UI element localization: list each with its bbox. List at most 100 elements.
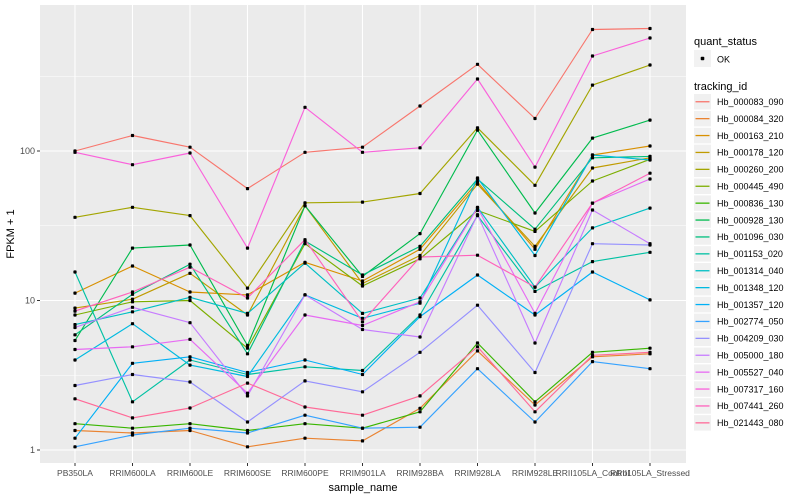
data-point — [73, 383, 77, 388]
data-point — [648, 171, 652, 175]
data-point — [360, 279, 365, 283]
data-point — [590, 54, 595, 58]
x-tick-label: RRII105LA_Control — [556, 468, 630, 478]
legend-item-Hb_005000_180: Hb_005000_180 — [694, 347, 784, 363]
legend-item-Hb_000445_490: Hb_000445_490 — [694, 178, 784, 194]
data-point — [360, 390, 365, 394]
legend-item-Hb_000084_320: Hb_000084_320 — [694, 110, 784, 127]
legend-label: Hb_000178_120 — [717, 148, 784, 158]
legend-label: Hb_001314_040 — [717, 266, 784, 276]
data-point — [648, 367, 652, 371]
data-point — [303, 105, 307, 109]
x-tick-label: RRIM928BA — [396, 468, 444, 478]
data-point — [73, 291, 77, 295]
data-point — [130, 322, 135, 326]
data-point — [73, 306, 77, 310]
legend-label: Hb_000928_130 — [717, 215, 784, 225]
data-point — [303, 313, 307, 317]
data-point — [73, 270, 77, 274]
data-point — [418, 191, 422, 196]
legend: OK Hb_000083_090 Hb_000084_320 Hb_000163_21… — [694, 50, 784, 431]
data-point — [590, 242, 595, 246]
data-point — [130, 345, 135, 349]
data-point — [590, 353, 595, 357]
data-point — [245, 187, 250, 191]
data-point — [303, 238, 307, 242]
data-point — [188, 321, 192, 325]
data-point — [188, 265, 192, 269]
data-point — [475, 273, 480, 277]
data-point — [245, 246, 250, 250]
data-point — [360, 368, 365, 373]
data-point — [475, 77, 480, 81]
data-point — [475, 176, 480, 180]
legend-item-Hb_004209_030: Hb_004209_030 — [694, 330, 784, 347]
legend-label: Hb_000083_090 — [717, 97, 784, 107]
data-point — [648, 250, 652, 254]
data-point — [475, 303, 480, 307]
data-point — [360, 316, 365, 320]
data-point — [73, 422, 77, 426]
data-point — [245, 311, 250, 315]
data-point — [130, 372, 135, 377]
data-point — [73, 397, 77, 401]
x-tick-label: RRII105LA_Stressed — [610, 468, 690, 478]
data-point — [360, 273, 365, 277]
data-point — [360, 323, 365, 328]
data-point — [533, 253, 537, 258]
data-point — [360, 320, 365, 324]
data-point — [360, 284, 365, 288]
plot-panel — [40, 5, 686, 463]
data-point — [360, 281, 365, 286]
data-point — [303, 150, 307, 154]
data-point — [360, 327, 365, 332]
data-point — [590, 208, 595, 212]
data-point — [475, 345, 480, 349]
data-point — [418, 247, 422, 251]
legend-label: Hb_001348_120 — [717, 283, 784, 293]
data-point — [360, 145, 365, 149]
data-point — [130, 426, 135, 430]
legend-item-Hb_005527_040: Hb_005527_040 — [694, 364, 784, 380]
data-point — [418, 406, 422, 410]
data-point — [130, 246, 135, 250]
data-point — [303, 422, 307, 426]
data-point — [73, 333, 77, 337]
data-point — [533, 403, 537, 407]
data-point — [245, 445, 250, 449]
data-point — [130, 433, 135, 437]
legend-label: Hb_000836_130 — [717, 198, 784, 208]
data-point — [245, 346, 250, 350]
data-point — [188, 363, 192, 367]
data-point — [418, 232, 422, 236]
data-point — [73, 347, 77, 352]
x-tick-label: RRIM600PE — [281, 468, 329, 478]
legend-label-ok: OK — [717, 55, 730, 65]
data-point — [533, 183, 537, 187]
data-point — [533, 247, 537, 251]
data-point — [188, 262, 192, 266]
data-point — [648, 242, 652, 246]
data-point — [73, 325, 77, 330]
data-point — [245, 428, 250, 433]
data-point — [188, 426, 192, 430]
data-point — [303, 379, 307, 383]
data-point — [188, 337, 192, 341]
data-point — [130, 297, 135, 301]
data-point — [475, 213, 480, 217]
data-point — [303, 365, 307, 369]
data-point — [130, 264, 135, 268]
data-point — [303, 293, 307, 297]
data-point — [245, 352, 250, 356]
data-point — [590, 270, 595, 274]
data-point — [303, 261, 307, 265]
data-point — [590, 83, 595, 87]
data-point — [360, 372, 365, 377]
data-point — [475, 367, 480, 371]
data-point — [475, 349, 480, 353]
x-tick-label: RRIM901LA — [339, 468, 386, 478]
data-point — [245, 296, 250, 300]
legend-label: Hb_000084_320 — [717, 114, 784, 124]
